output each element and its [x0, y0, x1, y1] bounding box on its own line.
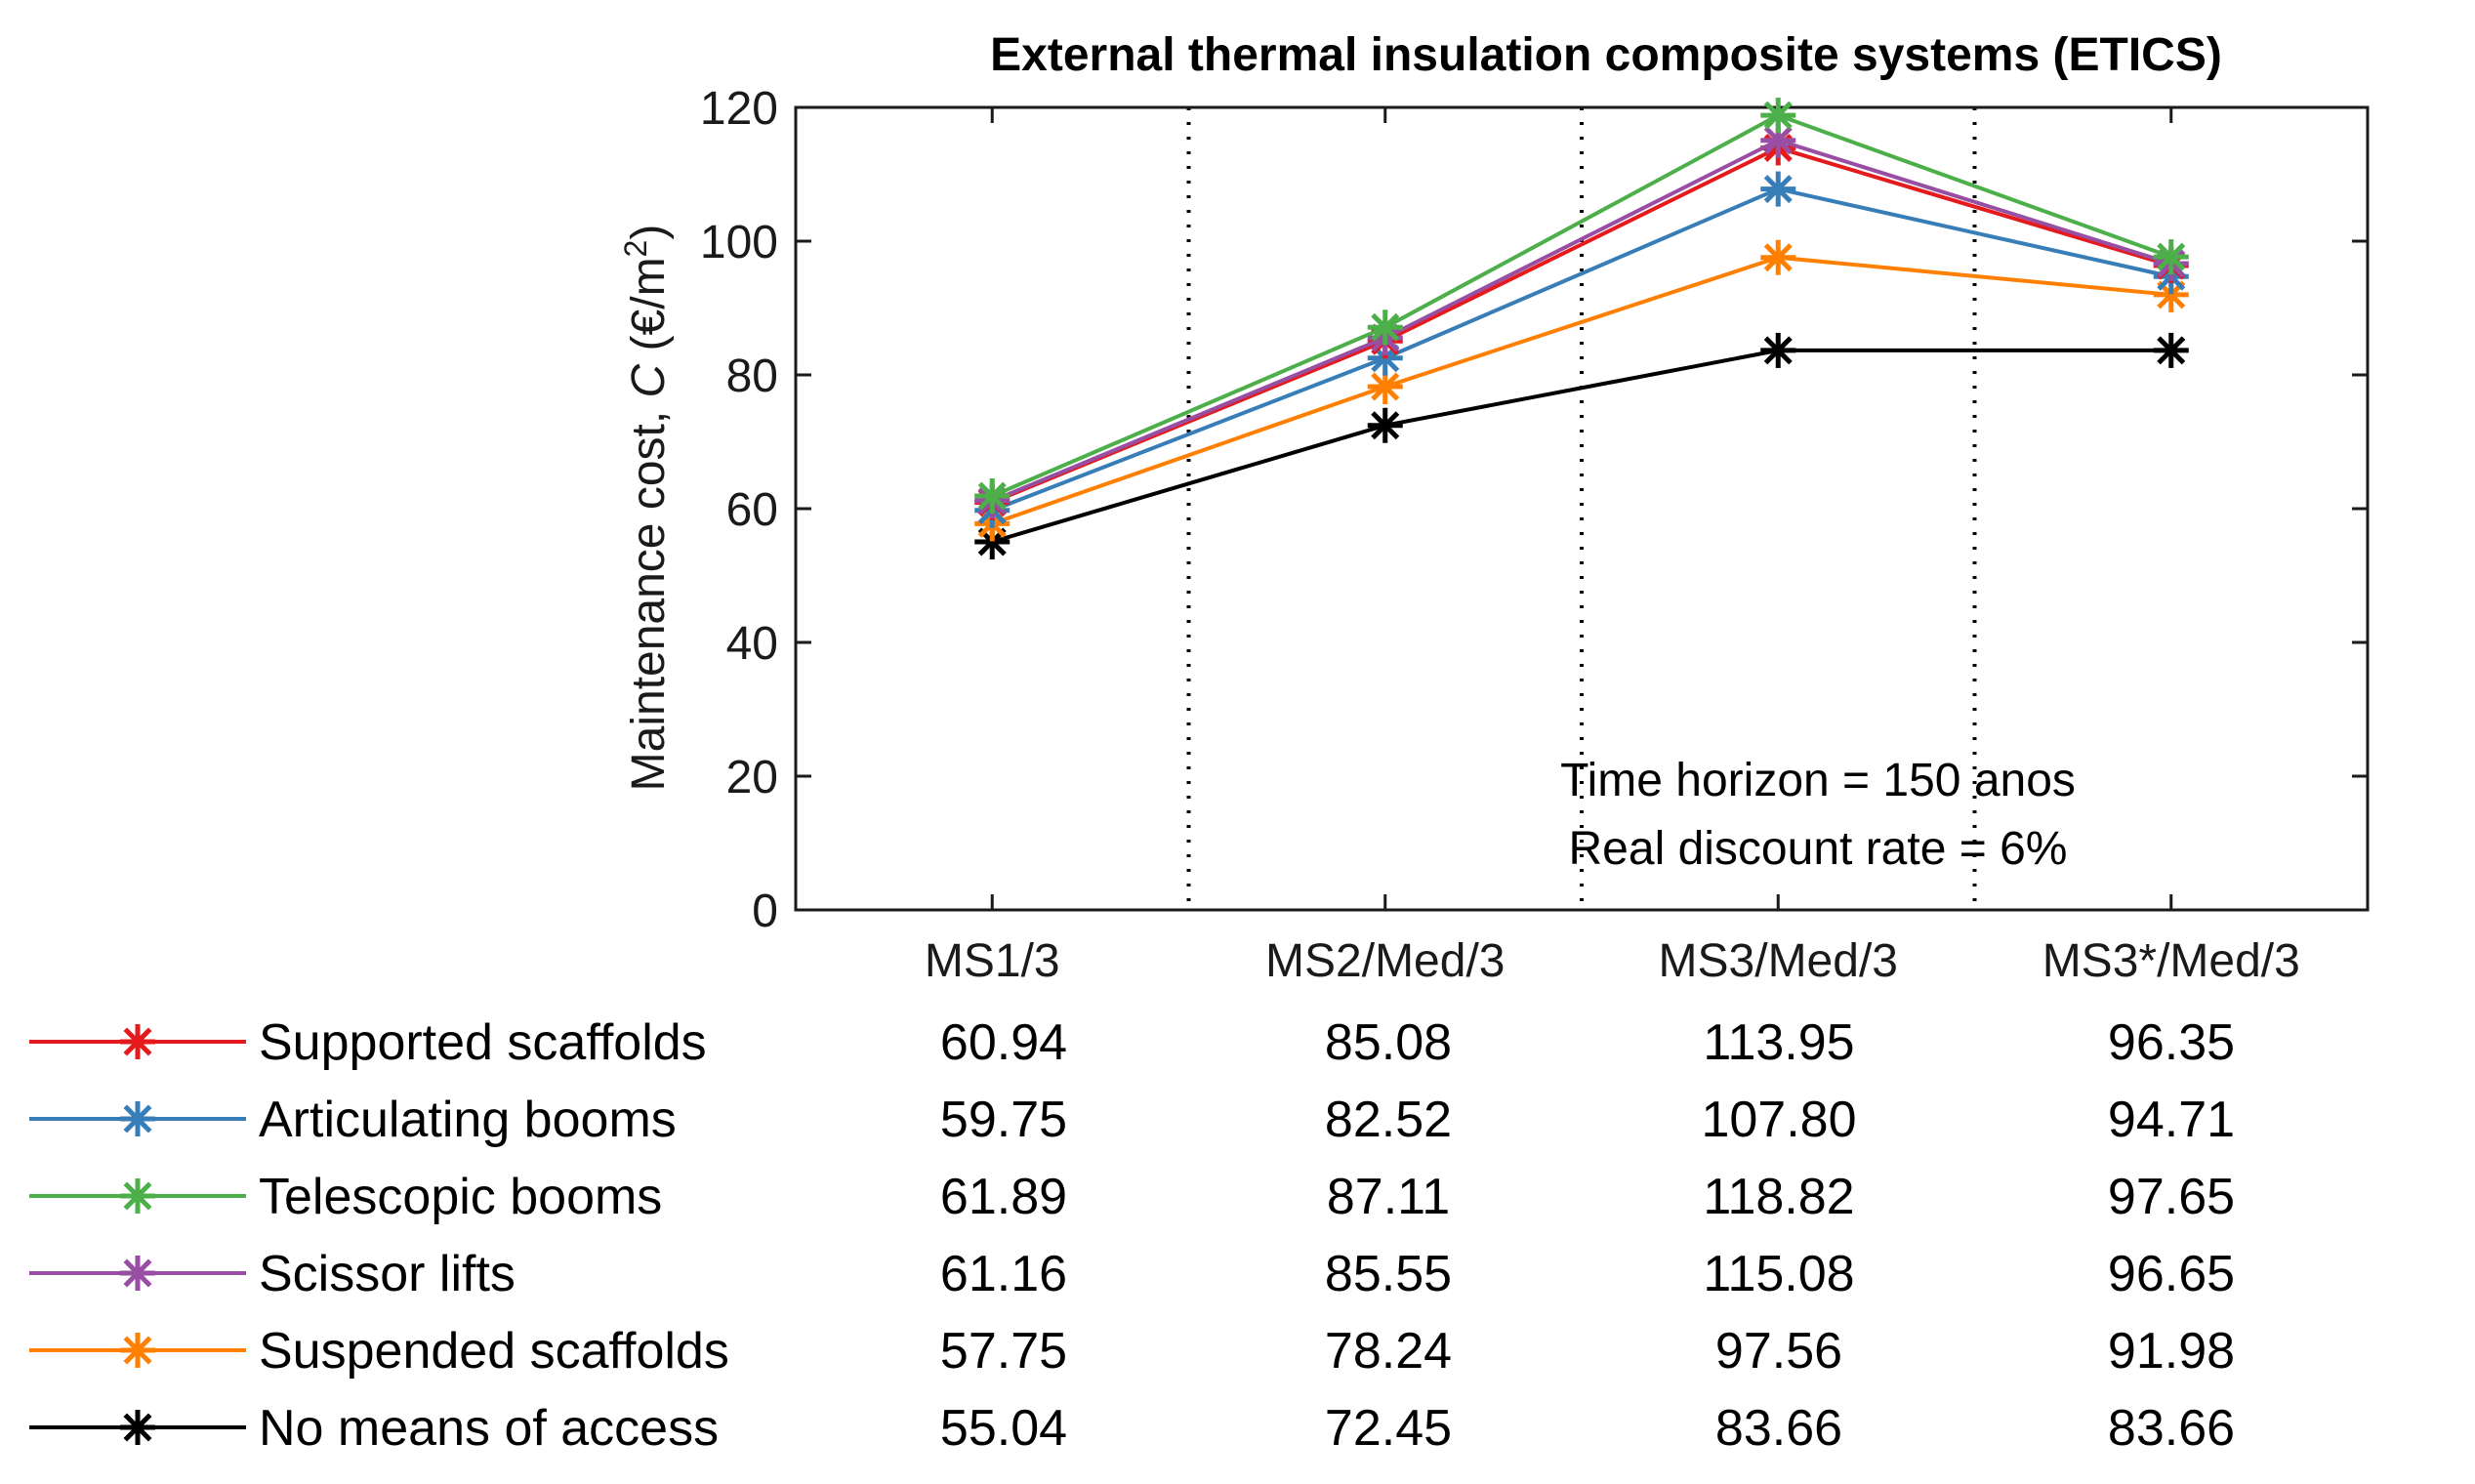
- annotation-discount-rate: Real discount rate = 6%: [1569, 823, 2068, 875]
- series-line-suspended-scaffolds: [991, 255, 2171, 526]
- legend-row-supported-scaffolds: Supported scaffolds 60.94 85.08 113.95 96.35: [29, 1014, 2235, 1071]
- legend-label: Supported scaffolds: [259, 1014, 707, 1071]
- x-tick-label: MS3/Med/3: [1659, 935, 1898, 987]
- legend-marker: [120, 1256, 155, 1291]
- table-cell: 91.98: [2108, 1323, 2235, 1380]
- y-tick-label: 120: [700, 83, 778, 135]
- y-tick-label: 0: [752, 886, 778, 937]
- chart-title: External thermal insulation composite sy…: [990, 29, 2222, 81]
- svg-text:Maintenance cost, C (€/m2): Maintenance cost, C (€/m2): [618, 225, 675, 792]
- table-cell: 85.08: [1325, 1014, 1452, 1071]
- table-cell: 83.66: [2108, 1400, 2235, 1457]
- table-cell: 87.11: [1327, 1169, 1450, 1225]
- legend-row-telescopic-booms: Telescopic booms 61.89 87.11 118.82 97.65: [29, 1169, 2235, 1225]
- data-point-telescopic-booms: [1760, 98, 1796, 134]
- legend-marker: [120, 1101, 155, 1136]
- legend-label: Telescopic booms: [259, 1169, 662, 1225]
- x-tick-label: MS3*/Med/3: [2042, 935, 2300, 987]
- legend-row-scissor-lifts: Scissor lifts 61.16 85.55 115.08 96.65: [29, 1246, 2235, 1302]
- table-cell: 82.52: [1325, 1092, 1452, 1148]
- table-cell: 113.95: [1703, 1014, 1854, 1071]
- series-line-articulating-booms: [991, 186, 2172, 513]
- y-axis-label-var: C: [623, 363, 675, 397]
- table-cell: 96.35: [2108, 1014, 2235, 1071]
- legend-row-no-means-of-access: No means of access 55.04 72.45 83.66 83.66: [29, 1400, 2235, 1457]
- data-point-articulating-booms: [1760, 171, 1796, 207]
- data-point-no-means-of-access: [1367, 407, 1403, 443]
- data-point-telescopic-booms: [974, 478, 1011, 515]
- legend-label: No means of access: [259, 1400, 719, 1457]
- table-cell: 57.75: [940, 1323, 1067, 1380]
- table-cell: 61.16: [940, 1246, 1067, 1302]
- table-cell: 72.45: [1325, 1400, 1452, 1457]
- data-point-telescopic-booms: [1367, 309, 1403, 346]
- legend-label: Scissor lifts: [259, 1246, 516, 1302]
- y-axis-label: Maintenance cost, C (€/m2): [618, 225, 675, 792]
- table-cell: 97.56: [1715, 1323, 1842, 1380]
- legend-label: Articulating booms: [259, 1092, 677, 1148]
- series-line-scissor-lifts: [991, 138, 2172, 503]
- data-point-no-means-of-access: [1760, 332, 1796, 368]
- series-telescopic-booms: [974, 98, 2189, 515]
- y-axis-label-unit: (€/m: [623, 257, 675, 363]
- table-cell: 59.75: [940, 1092, 1067, 1148]
- data-point-telescopic-booms: [2153, 239, 2189, 275]
- data-point-scissor-lifts: [1760, 122, 1796, 158]
- data-point-suspended-scaffolds: [1760, 239, 1796, 275]
- table-cell: 60.94: [940, 1014, 1067, 1071]
- legend-marker: [120, 1333, 155, 1368]
- table-cell: 97.65: [2108, 1169, 2235, 1225]
- y-tick-label: 60: [726, 484, 778, 536]
- legend-marker: [120, 1024, 155, 1059]
- data-point-no-means-of-access: [2153, 332, 2189, 368]
- x-tick-label: MS2/Med/3: [1265, 935, 1505, 987]
- y-tick-label: 20: [726, 752, 778, 804]
- y-axis-label-main: Maintenance cost,: [623, 397, 675, 791]
- table-cell: 118.82: [1703, 1169, 1854, 1225]
- table-cell: 85.55: [1325, 1246, 1452, 1302]
- series-no-means-of-access: [974, 332, 2189, 559]
- table-cell: 96.65: [2108, 1246, 2235, 1302]
- legend-table: Supported scaffolds 60.94 85.08 113.95 96.35…: [29, 1014, 2235, 1457]
- legend-marker: [120, 1410, 155, 1445]
- legend-row-suspended-scaffolds: Suspended scaffolds 57.75 78.24 97.56 91.98: [29, 1323, 2235, 1380]
- annotation-time-horizon: Time horizon = 150 anos: [1560, 755, 2076, 806]
- series-line-telescopic-booms: [991, 112, 2172, 498]
- table-cell: 115.08: [1703, 1246, 1854, 1302]
- y-tick-label: 40: [726, 618, 778, 670]
- series-line-supported-scaffolds: [991, 145, 2172, 505]
- legend-marker: [120, 1178, 155, 1214]
- y-axis-label-sup: 2: [618, 240, 653, 258]
- table-cell: 107.80: [1701, 1092, 1856, 1148]
- table-cell: 78.24: [1325, 1323, 1452, 1380]
- y-tick-label: 100: [700, 217, 778, 268]
- table-cell: 83.66: [1715, 1400, 1842, 1457]
- table-cell: 94.71: [2108, 1092, 2235, 1148]
- table-cell: 61.89: [940, 1169, 1067, 1225]
- series: [974, 98, 2189, 559]
- axes: 0 20 40 60 80 100 120 MS1/3 MS2/Med/3 MS3/Med/3 MS…: [700, 83, 2370, 987]
- y-axis-label-close: ): [623, 225, 675, 240]
- table-cell: 55.04: [940, 1400, 1067, 1457]
- series-line-no-means-of-access: [991, 348, 2171, 544]
- x-tick-label: MS1/3: [925, 935, 1060, 987]
- y-tick-label: 80: [726, 350, 778, 402]
- legend-row-articulating-booms: Articulating booms 59.75 82.52 107.80 94.71: [29, 1092, 2235, 1148]
- legend-label: Suspended scaffolds: [259, 1323, 729, 1380]
